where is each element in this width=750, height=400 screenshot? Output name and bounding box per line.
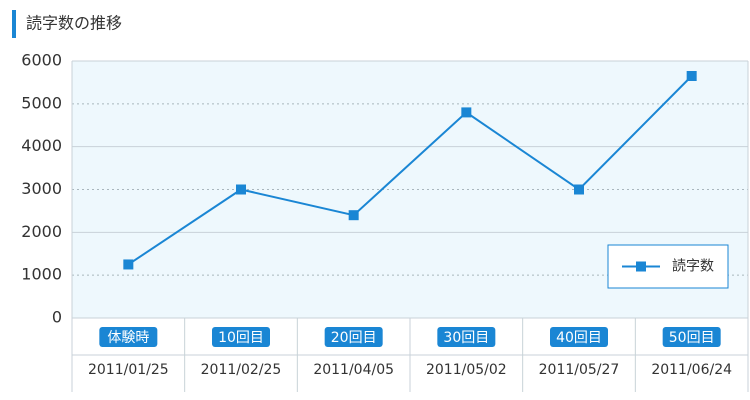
category-badge bbox=[437, 327, 496, 347]
chart-title: 読字数の推移 bbox=[26, 14, 122, 33]
x-tick-label: 40回目 bbox=[556, 330, 602, 346]
point bbox=[686, 70, 697, 81]
date-label: 2011/05/02 bbox=[426, 362, 507, 378]
point bbox=[123, 259, 134, 270]
category-badge bbox=[99, 327, 158, 347]
title-bar bbox=[12, 10, 16, 38]
date-label: 2011/06/24 bbox=[651, 362, 732, 378]
point bbox=[461, 107, 472, 118]
category-badge bbox=[662, 327, 721, 347]
line bbox=[127, 75, 693, 266]
x-tick-label: 体験時 bbox=[107, 330, 149, 346]
category-badge bbox=[212, 327, 270, 347]
point bbox=[348, 210, 359, 221]
y-tick-label: 4000 bbox=[21, 136, 62, 155]
y-tick-label: 5000 bbox=[21, 93, 62, 112]
date-label: 2011/05/27 bbox=[539, 362, 620, 378]
date-label: 2011/02/25 bbox=[201, 362, 282, 378]
date-label: 2011/01/25 bbox=[88, 362, 169, 378]
date-label: 2011/04/05 bbox=[313, 362, 394, 378]
legend-marker bbox=[636, 261, 646, 272]
y-tick-label: 6000 bbox=[21, 51, 62, 70]
category-badge bbox=[550, 327, 608, 347]
y-tick-label: 0 bbox=[52, 308, 62, 327]
x-tick-label: 20回目 bbox=[331, 330, 377, 346]
legend-label: 読字数 bbox=[672, 258, 714, 275]
x-tick-label: 10回目 bbox=[218, 330, 264, 346]
y-tick-label: 2000 bbox=[21, 222, 62, 241]
y-tick-label: 1000 bbox=[21, 265, 62, 284]
category-badge bbox=[324, 327, 383, 347]
x-tick-label: 30回目 bbox=[443, 330, 489, 346]
point bbox=[236, 184, 246, 195]
point bbox=[574, 184, 584, 195]
y-tick-label: 3000 bbox=[21, 179, 62, 198]
x-tick-label: 50回目 bbox=[669, 330, 715, 346]
